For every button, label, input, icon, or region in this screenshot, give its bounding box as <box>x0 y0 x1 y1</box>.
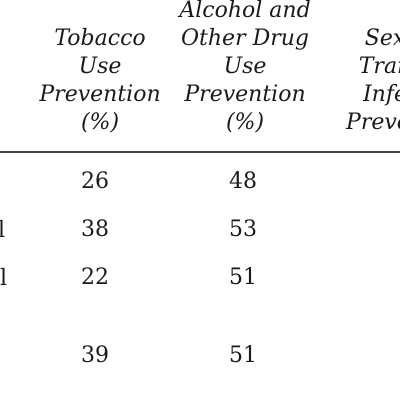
header-line: Prevention <box>39 82 161 107</box>
header-line: Infe <box>362 82 400 107</box>
header-line: Tobacco <box>54 26 146 51</box>
header-line: Use <box>78 54 122 79</box>
header-line: Tran <box>358 54 400 79</box>
cell-tobacco: 26 <box>81 169 109 194</box>
cell-alcohol: 51 <box>229 265 257 290</box>
cell-alcohol: 48 <box>229 169 257 194</box>
header-line: Other Drug <box>181 26 309 51</box>
header-line: Prevention <box>184 82 306 107</box>
header-line: Alcohol and <box>179 0 311 23</box>
header-line: Sex <box>364 26 400 51</box>
header-line: Preven <box>346 110 400 135</box>
cell-alcohol: 51 <box>229 343 257 368</box>
row-label-fragment: l <box>0 218 6 243</box>
header-line: Use <box>223 54 267 79</box>
header-line: (%) <box>80 110 120 135</box>
cell-tobacco: 38 <box>81 217 109 242</box>
header-tobacco-use-prevention: Tobacco Use Prevention (%) <box>25 25 175 137</box>
row-label-fragment: l <box>0 266 8 291</box>
header-alcohol-drug-use-prevention: Alcohol and Other Drug Use Prevention (%… <box>170 0 320 137</box>
cell-alcohol: 53 <box>229 217 257 242</box>
header-rule <box>0 151 400 153</box>
header-sexually-transmitted-infection-prevention: Sex Tran Infe Preven <box>320 25 400 137</box>
cell-tobacco: 39 <box>81 343 109 368</box>
header-line: (%) <box>225 110 265 135</box>
cell-tobacco: 22 <box>81 265 109 290</box>
